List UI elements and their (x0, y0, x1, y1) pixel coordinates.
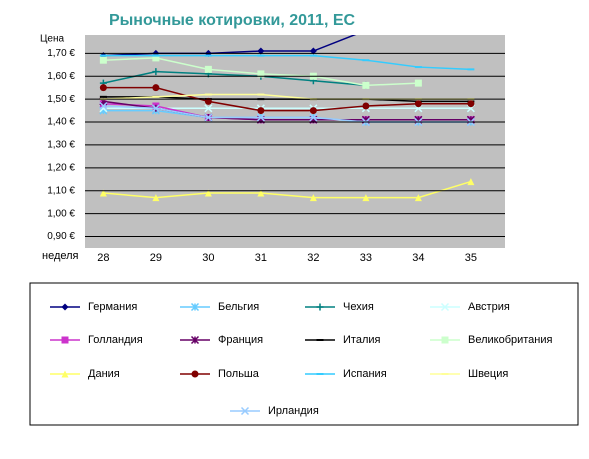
marker (190, 335, 200, 345)
marker (309, 107, 317, 115)
marker (362, 194, 370, 202)
marker (316, 303, 324, 311)
marker (414, 100, 422, 108)
marker (152, 194, 160, 202)
x-tick-label: 31 (255, 252, 267, 264)
y-tick-label: 0,90 € (47, 231, 75, 242)
marker (204, 113, 213, 122)
legend-label: Польша (218, 368, 260, 380)
x-tick-label: 29 (150, 252, 162, 264)
marker (61, 370, 69, 378)
legend-label: Италия (343, 334, 381, 346)
marker (190, 302, 200, 312)
marker (99, 84, 107, 92)
x-tick-label: 30 (202, 252, 214, 264)
marker (256, 113, 265, 122)
legend-label: Франция (218, 334, 263, 346)
y-tick-label: 1,10 € (47, 185, 75, 196)
marker (257, 70, 265, 78)
marker (309, 47, 317, 55)
x-tick-label: 28 (97, 252, 109, 264)
legend-label: Великобритания (468, 334, 553, 346)
chart-title: Рыночные котировки, 2011, ЕС (109, 12, 356, 29)
legend-label: Швеция (468, 368, 508, 380)
y-tick-label: 1,70 € (47, 48, 75, 59)
x-axis-label: неделя (42, 250, 79, 262)
marker (257, 189, 265, 197)
plot-area (85, 35, 505, 248)
marker (240, 406, 250, 416)
x-tick-label: 33 (360, 252, 372, 264)
series-line (103, 180, 472, 199)
legend-label: Чехия (343, 301, 374, 313)
marker (362, 102, 370, 110)
marker (152, 54, 160, 62)
y-axis-label: Цена (40, 34, 64, 45)
legend-label: Бельгия (218, 301, 259, 313)
legend-label: Германия (88, 301, 137, 313)
marker (257, 47, 265, 55)
legend-label: Австрия (468, 301, 510, 313)
marker (152, 68, 160, 76)
marker (204, 65, 212, 73)
y-tick-label: 1,60 € (47, 71, 75, 82)
y-tick-label: 1,50 € (47, 94, 75, 105)
marker (309, 113, 318, 122)
marker (61, 336, 69, 344)
y-tick-label: 1,20 € (47, 162, 75, 173)
marker (362, 81, 370, 89)
marker (467, 178, 475, 186)
x-tick-label: 35 (465, 252, 477, 264)
legend (29, 282, 579, 426)
legend-label: Дания (88, 368, 120, 380)
x-tick-label: 32 (307, 252, 319, 264)
legend-label: Испания (343, 368, 387, 380)
y-tick-label: 1,30 € (47, 140, 75, 151)
marker (152, 84, 160, 92)
marker (151, 104, 160, 113)
x-tick-label: 34 (412, 252, 424, 264)
series-line (103, 86, 471, 112)
marker (204, 104, 213, 113)
marker (204, 189, 212, 197)
marker (441, 336, 449, 344)
marker (204, 97, 212, 105)
legend-label: Голландия (88, 334, 143, 346)
marker (440, 302, 450, 312)
legend-label: Ирландия (268, 405, 319, 417)
marker (61, 303, 69, 311)
series-line (103, 70, 366, 87)
marker (362, 27, 369, 34)
y-tick-label: 1,00 € (47, 208, 75, 219)
marker (99, 56, 107, 64)
marker (414, 194, 422, 202)
marker (99, 189, 107, 197)
series-line (103, 54, 471, 71)
marker (257, 107, 265, 115)
marker (467, 100, 475, 108)
marker (99, 101, 108, 111)
marker (309, 194, 317, 202)
y-tick-label: 1,40 € (47, 117, 75, 128)
marker (414, 79, 422, 87)
marker (191, 370, 199, 378)
